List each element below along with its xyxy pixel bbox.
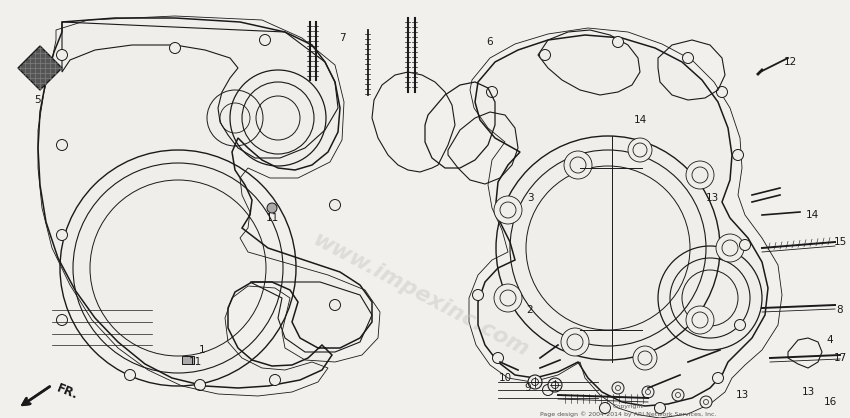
Circle shape	[540, 49, 551, 61]
Bar	[182, 356, 194, 364]
Circle shape	[672, 389, 684, 401]
Circle shape	[567, 334, 583, 350]
Circle shape	[548, 378, 562, 392]
Circle shape	[612, 382, 624, 394]
Text: 15: 15	[833, 237, 847, 247]
Circle shape	[56, 229, 67, 240]
Circle shape	[686, 161, 714, 189]
Text: 8: 8	[836, 305, 843, 315]
Circle shape	[638, 351, 652, 365]
Circle shape	[633, 346, 657, 370]
Circle shape	[528, 375, 542, 389]
Text: 13: 13	[706, 193, 718, 203]
Text: 10: 10	[498, 373, 512, 383]
Polygon shape	[38, 18, 372, 388]
Circle shape	[330, 300, 341, 311]
Circle shape	[492, 352, 503, 364]
Circle shape	[494, 284, 522, 312]
Circle shape	[169, 43, 180, 54]
FancyArrowPatch shape	[23, 387, 49, 405]
Circle shape	[269, 375, 280, 385]
Circle shape	[500, 202, 516, 218]
Text: 13: 13	[735, 390, 749, 400]
Circle shape	[56, 314, 67, 326]
Circle shape	[700, 396, 712, 408]
Circle shape	[722, 240, 738, 256]
Circle shape	[473, 290, 484, 301]
Text: 14: 14	[805, 210, 819, 220]
Circle shape	[267, 203, 277, 213]
Text: 11: 11	[265, 213, 279, 223]
Text: 13: 13	[802, 387, 814, 397]
Circle shape	[692, 167, 708, 183]
Circle shape	[542, 385, 553, 395]
Text: Copyright
Page design © 2004-2014 by ARI Network Services, Inc.: Copyright Page design © 2004-2014 by ARI…	[540, 404, 717, 417]
Circle shape	[330, 199, 341, 211]
Text: 2: 2	[527, 305, 533, 315]
Text: 1: 1	[199, 345, 206, 355]
Circle shape	[500, 290, 516, 306]
Circle shape	[712, 372, 723, 383]
Text: 12: 12	[784, 57, 796, 67]
Circle shape	[633, 143, 647, 157]
Circle shape	[686, 306, 714, 334]
Circle shape	[561, 328, 589, 356]
Text: 7: 7	[338, 33, 345, 43]
Circle shape	[599, 403, 610, 413]
Circle shape	[56, 49, 67, 61]
Text: 9: 9	[524, 383, 531, 393]
Circle shape	[56, 140, 67, 150]
Circle shape	[716, 234, 744, 262]
Circle shape	[733, 150, 744, 161]
Text: 16: 16	[824, 397, 836, 407]
Text: www.impexinc.com: www.impexinc.com	[309, 229, 531, 361]
Circle shape	[195, 380, 206, 390]
Circle shape	[570, 157, 586, 173]
Circle shape	[124, 370, 135, 380]
Text: 4: 4	[827, 335, 833, 345]
Polygon shape	[18, 46, 62, 90]
Circle shape	[642, 386, 654, 398]
Polygon shape	[475, 35, 768, 406]
Text: 5: 5	[35, 95, 42, 105]
Text: 17: 17	[833, 353, 847, 363]
Text: 11: 11	[189, 357, 201, 367]
Text: FR.: FR.	[55, 382, 80, 402]
Circle shape	[717, 87, 728, 97]
Circle shape	[734, 319, 745, 331]
Circle shape	[654, 403, 666, 413]
Circle shape	[740, 240, 751, 250]
Circle shape	[628, 138, 652, 162]
Circle shape	[486, 87, 497, 97]
Circle shape	[259, 35, 270, 46]
Circle shape	[613, 36, 624, 48]
Text: 14: 14	[633, 115, 647, 125]
Circle shape	[683, 53, 694, 64]
Text: 3: 3	[527, 193, 533, 203]
Circle shape	[692, 312, 708, 328]
Text: 6: 6	[487, 37, 493, 47]
Circle shape	[494, 196, 522, 224]
Circle shape	[564, 151, 592, 179]
